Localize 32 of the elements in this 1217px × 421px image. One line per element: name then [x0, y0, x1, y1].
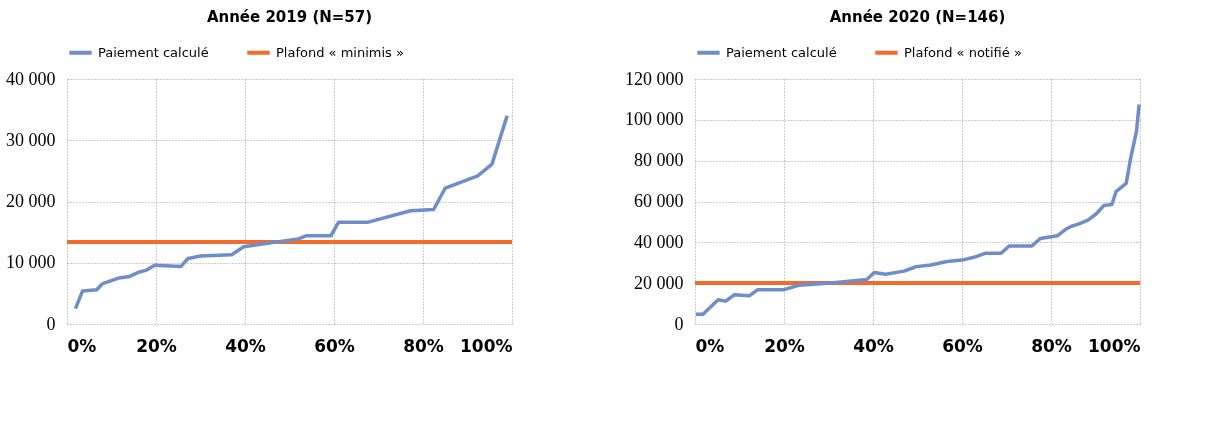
legend-label: Plafond « minimis » — [276, 44, 404, 60]
chart-title: Année 2019 (N=57) — [206, 8, 373, 26]
y-tick-label: 120 000 — [625, 68, 684, 89]
x-tick-label: 20% — [136, 335, 177, 356]
chart-title: Année 2020 (N=146) — [829, 8, 1006, 26]
legend-label: Paiement calculé — [98, 44, 209, 60]
y-tick-label: 20 000 — [6, 191, 56, 211]
y-tick-label: 0 — [46, 313, 56, 334]
x-tick-label: 80% — [403, 335, 444, 356]
x-tick-label: 20% — [764, 335, 805, 356]
x-tick-label: 60% — [942, 335, 983, 356]
line-series — [73, 114, 509, 311]
y-tick-label: 40 000 — [6, 68, 56, 89]
x-tick-label: 100% — [1087, 335, 1141, 356]
x-tick-label: 100% — [459, 335, 513, 356]
legend-label: Plafond « notifié » — [904, 44, 1022, 60]
x-tick-label: 0% — [695, 335, 725, 356]
y-tick-label: 30 000 — [6, 129, 56, 150]
x-tick-label: 80% — [1031, 335, 1072, 356]
y-tick-label: 0 — [674, 313, 684, 334]
x-tick-label: 40% — [853, 335, 894, 356]
x-tick-label: 0% — [67, 335, 97, 356]
legend-label: Paiement calculé — [726, 44, 837, 60]
line-series — [694, 102, 1141, 316]
x-tick-label: 60% — [314, 335, 355, 356]
y-tick-label: 40 000 — [634, 231, 684, 252]
x-tick-label: 40% — [225, 335, 266, 356]
y-tick-label: 100 000 — [625, 109, 684, 130]
y-tick-label: 10 000 — [6, 252, 56, 273]
y-tick-label: 60 000 — [634, 191, 684, 211]
y-tick-label: 80 000 — [634, 150, 684, 171]
y-tick-label: 20 000 — [634, 272, 684, 293]
